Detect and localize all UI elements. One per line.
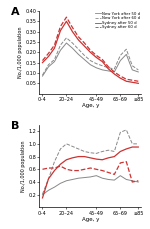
Y-axis label: No./1,000 population: No./1,000 population: [18, 27, 23, 78]
Y-axis label: No./1,000 population: No./1,000 population: [21, 140, 26, 192]
X-axis label: Age, y: Age, y: [82, 217, 99, 222]
Text: A: A: [11, 7, 20, 17]
Text: B: B: [11, 121, 19, 131]
X-axis label: Age, y: Age, y: [82, 103, 99, 108]
Legend: New York after 50 d, New York after 60 d, Sydney after 50 d, Sydney after 60 d: New York after 50 d, New York after 60 d…: [95, 12, 141, 30]
